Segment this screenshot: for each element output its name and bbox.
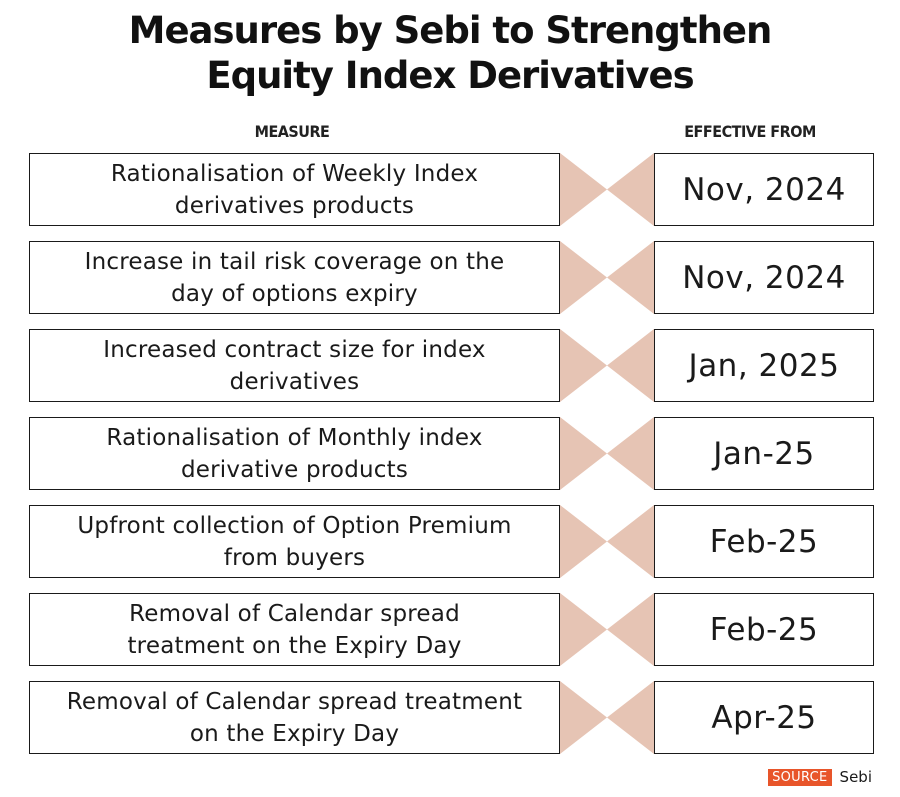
- measure-text: Increased contract size for index derivat…: [83, 334, 505, 398]
- measure-text-line-1: Upfront collection of Option Premium: [77, 512, 512, 539]
- bowtie-connector: [560, 417, 654, 490]
- effective-date-text: Nov, 2024: [682, 171, 846, 208]
- measure-column-header: MEASURE: [254, 122, 330, 141]
- bowtie-connector: [560, 153, 654, 226]
- measure-text-line-1: Increased contract size for index: [103, 336, 486, 363]
- bowtie-shape: [560, 153, 654, 226]
- effective-from-column-header: EFFECTIVE FROM: [684, 122, 816, 141]
- effective-date-cell: Jan-25: [654, 417, 874, 490]
- bowtie-shape: [560, 681, 654, 754]
- measure-text-line-1: Increase in tail risk coverage on the: [84, 248, 505, 275]
- measure-text: Rationalisation of Weekly Index derivativ…: [91, 158, 498, 222]
- title-line-2: Equity Index Derivatives: [206, 54, 694, 97]
- measure-text: Upfront collection of Option Premium from…: [57, 510, 531, 574]
- measure-row: Removal of Calendar spread treatment on t…: [0, 593, 900, 668]
- effective-date-text: Jan-25: [713, 435, 815, 472]
- bowtie-shape: [560, 329, 654, 402]
- measure-cell: Removal of Calendar spread treatment on t…: [29, 681, 560, 754]
- source-tag: SOURCE: [768, 768, 832, 786]
- measure-text-line-1: Removal of Calendar spread: [129, 600, 460, 627]
- measure-cell: Removal of Calendar spread treatment on t…: [29, 593, 560, 666]
- measure-text-line-1: Rationalisation of Monthly index: [106, 424, 483, 451]
- measure-row: Increase in tail risk coverage on the day…: [0, 241, 900, 316]
- source-credit: SOURCE Sebi: [768, 768, 872, 786]
- title-line-1: Measures by Sebi to Strengthen: [128, 9, 773, 52]
- measure-text: Rationalisation of Monthly index derivati…: [86, 422, 502, 486]
- measure-text: Removal of Calendar spread treatment on t…: [47, 686, 542, 750]
- effective-date-cell: Apr-25: [654, 681, 874, 754]
- effective-date-text: Feb-25: [709, 611, 819, 648]
- bowtie-connector: [560, 681, 654, 754]
- measure-text-line-2: derivatives: [229, 368, 360, 395]
- measure-row: Rationalisation of Weekly Index derivativ…: [0, 153, 900, 228]
- bowtie-shape: [560, 417, 654, 490]
- measure-text-line-1: Removal of Calendar spread treatment: [66, 688, 523, 715]
- measure-text-line-2: on the Expiry Day: [189, 720, 400, 747]
- measure-row: Removal of Calendar spread treatment on t…: [0, 681, 900, 756]
- effective-date-cell: Feb-25: [654, 505, 874, 578]
- measure-text-line-2: derivatives products: [174, 192, 415, 219]
- bowtie-shape: [560, 241, 654, 314]
- measure-text-line-2: derivative products: [180, 456, 409, 483]
- effective-date-text: Feb-25: [709, 523, 819, 560]
- measure-cell: Upfront collection of Option Premium from…: [29, 505, 560, 578]
- page-title: Measures by Sebi to Strengthen Equity In…: [0, 8, 900, 98]
- measure-text: Removal of Calendar spread treatment on t…: [107, 598, 481, 662]
- measure-text: Increase in tail risk coverage on the day…: [65, 246, 525, 310]
- effective-date-cell: Nov, 2024: [654, 153, 874, 226]
- effective-date-cell: Feb-25: [654, 593, 874, 666]
- measure-row: Upfront collection of Option Premium from…: [0, 505, 900, 580]
- measure-cell: Increased contract size for index derivat…: [29, 329, 560, 402]
- measure-text-line-1: Rationalisation of Weekly Index: [110, 160, 479, 187]
- measure-text-line-2: from buyers: [223, 544, 366, 571]
- measure-row: Rationalisation of Monthly index derivati…: [0, 417, 900, 492]
- measure-cell: Rationalisation of Monthly index derivati…: [29, 417, 560, 490]
- measure-cell: Rationalisation of Weekly Index derivativ…: [29, 153, 560, 226]
- measure-cell: Increase in tail risk coverage on the day…: [29, 241, 560, 314]
- source-name: Sebi: [839, 768, 872, 786]
- bowtie-connector: [560, 593, 654, 666]
- effective-date-cell: Nov, 2024: [654, 241, 874, 314]
- bowtie-shape: [560, 505, 654, 578]
- effective-date-text: Nov, 2024: [682, 259, 846, 296]
- effective-date-text: Jan, 2025: [688, 347, 840, 384]
- bowtie-shape: [560, 593, 654, 666]
- bowtie-connector: [560, 329, 654, 402]
- effective-date-cell: Jan, 2025: [654, 329, 874, 402]
- bowtie-connector: [560, 505, 654, 578]
- measure-text-line-2: treatment on the Expiry Day: [127, 632, 462, 659]
- measure-text-line-2: day of options expiry: [171, 280, 418, 307]
- bowtie-connector: [560, 241, 654, 314]
- effective-date-text: Apr-25: [711, 699, 817, 736]
- measure-row: Increased contract size for index derivat…: [0, 329, 900, 404]
